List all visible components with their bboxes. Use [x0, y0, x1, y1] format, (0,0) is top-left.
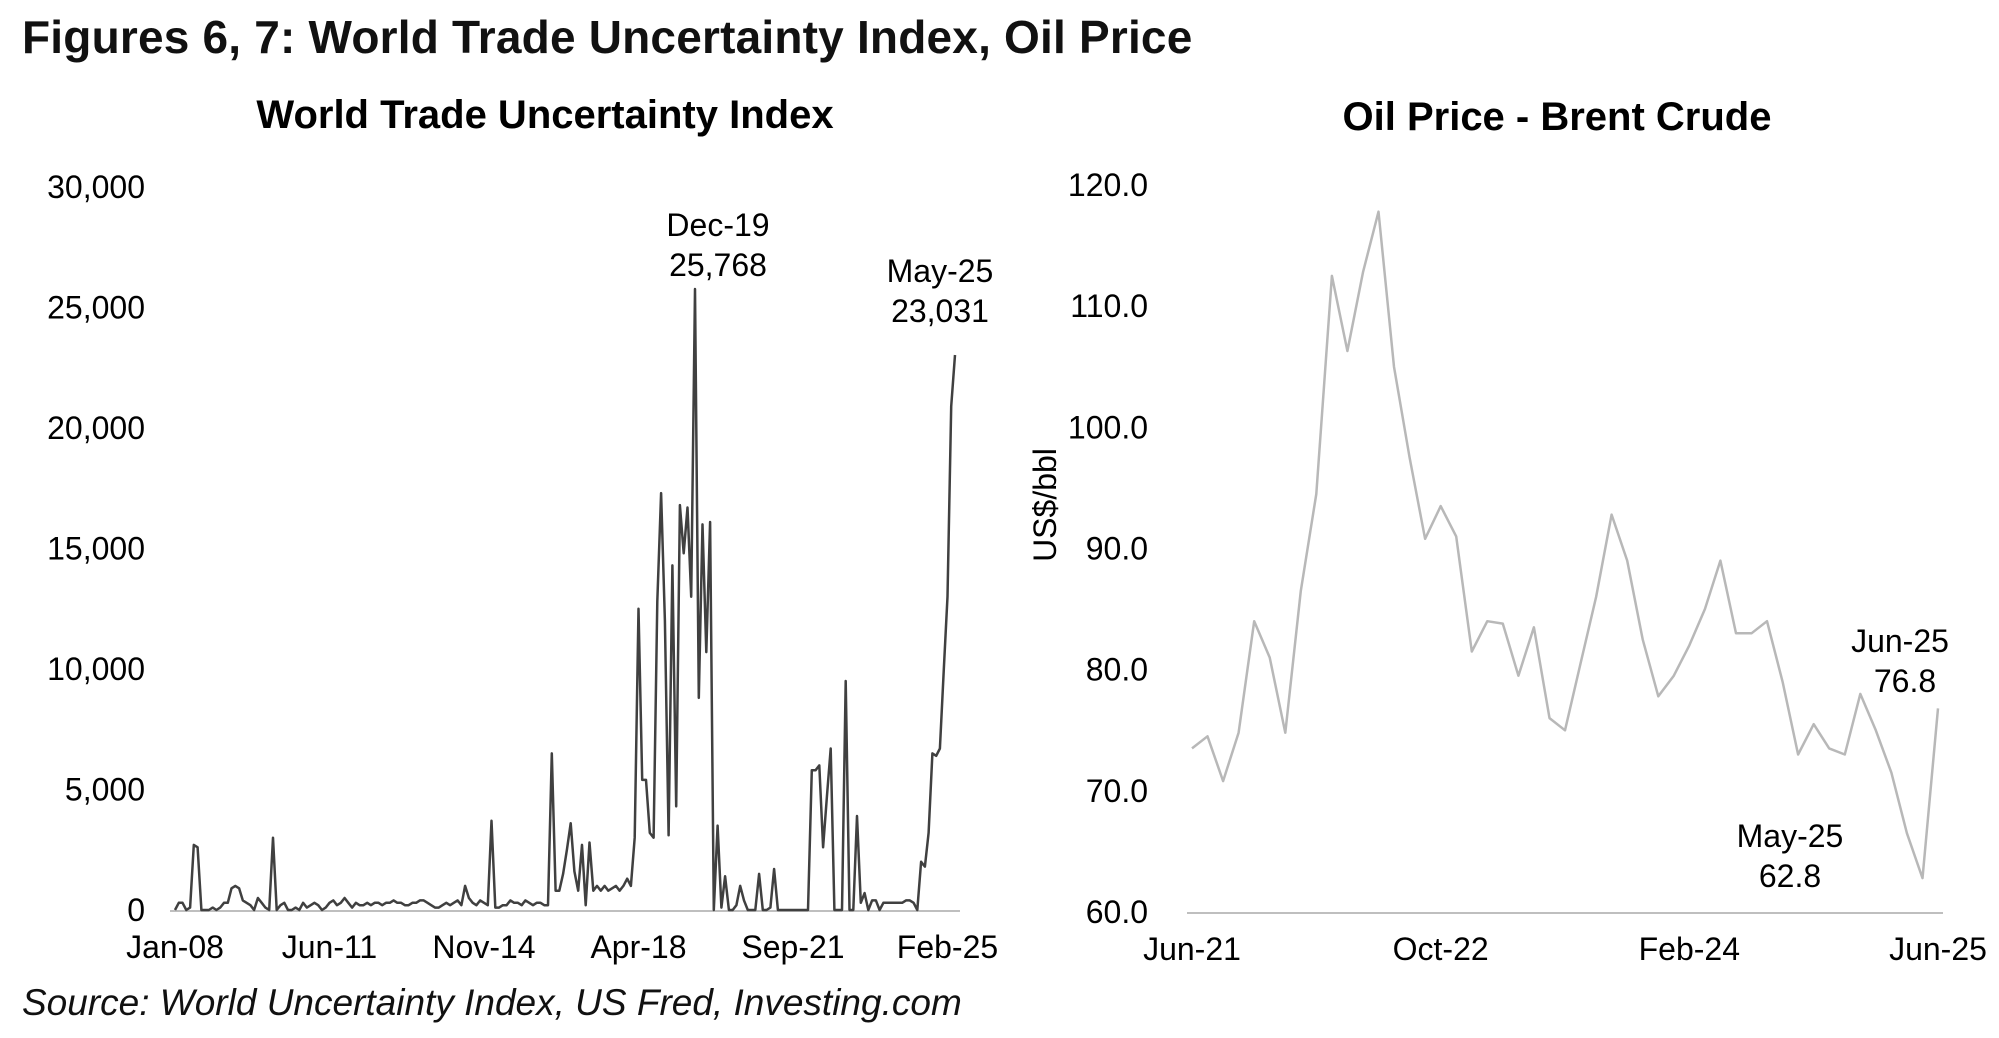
oil-y-tick-label: 60.0	[1086, 894, 1148, 930]
uncertainty-y-tick-label: 0	[127, 892, 145, 928]
uncertainty-x-tick-label: Jun-11	[282, 929, 377, 965]
uncertainty-x-axis: Jan-08 Jun-11 Nov-14 Apr-18 Sep-21 Feb-25	[126, 929, 998, 965]
oil-y-tick-label: 90.0	[1086, 531, 1148, 567]
oil-series-line	[1191, 210, 1940, 880]
oil-y-tick-label: 110.0	[1070, 288, 1148, 324]
low-oil-annotation-value: 62.8	[1759, 858, 1821, 894]
oil-y-tick-label: 70.0	[1086, 773, 1148, 809]
latest-annotation-value: 23,031	[891, 293, 989, 329]
uncertainty-x-tick-label: Sep-21	[741, 929, 844, 965]
figure-title: Figures 6, 7: World Trade Uncertainty In…	[22, 11, 1193, 63]
uncertainty-index-chart: World Trade Uncertainty Index 0 5,000 10,0…	[47, 93, 998, 965]
uncertainty-y-axis: 0 5,000 10,000 15,000 20,000 25,000 30,000	[47, 169, 145, 928]
latest-oil-annotation-date: Jun-25	[1851, 623, 1949, 659]
uncertainty-y-tick-label: 30,000	[47, 169, 145, 205]
uncertainty-y-tick-label: 20,000	[47, 410, 145, 446]
uncertainty-y-tick-label: 10,000	[47, 651, 145, 687]
uncertainty-y-tick-label: 25,000	[47, 290, 145, 326]
peak-annotation-value: 25,768	[669, 247, 767, 283]
oil-x-tick-label: Jun-25	[1889, 931, 1987, 967]
uncertainty-y-tick-label: 15,000	[47, 531, 145, 567]
uncertainty-x-tick-label: Apr-18	[590, 929, 686, 965]
uncertainty-chart-title: World Trade Uncertainty Index	[256, 93, 833, 137]
oil-y-tick-label: 100.0	[1068, 409, 1148, 445]
oil-x-tick-label: Feb-24	[1639, 931, 1740, 967]
oil-chart-title: Oil Price - Brent Crude	[1343, 95, 1772, 139]
oil-x-tick-label: Oct-22	[1393, 931, 1489, 967]
source-note: Source: World Uncertainty Index, US Fred…	[22, 982, 962, 1023]
peak-annotation-date: Dec-19	[666, 207, 769, 243]
uncertainty-x-tick-label: Nov-14	[432, 929, 535, 965]
uncertainty-x-tick-label: Jan-08	[126, 929, 224, 965]
latest-oil-annotation-value: 76.8	[1874, 663, 1936, 699]
oil-y-axis: 60.0 70.0 80.0 90.0 100.0 110.0 120.0	[1068, 167, 1148, 930]
latest-annotation-date: May-25	[887, 253, 994, 289]
oil-y-tick-label: 80.0	[1086, 652, 1148, 688]
oil-x-tick-label: Jun-21	[1143, 931, 1241, 967]
oil-y-axis-label: US$/bbl	[1027, 448, 1063, 562]
uncertainty-series-line	[173, 287, 957, 912]
uncertainty-x-tick-label: Feb-25	[897, 929, 998, 965]
oil-x-axis: Jun-21 Oct-22 Feb-24 Jun-25	[1143, 931, 1987, 967]
oil-price-chart: Oil Price - Brent Crude US$/bbl 60.0 70.0…	[1027, 95, 1987, 967]
uncertainty-y-tick-label: 5,000	[65, 772, 145, 808]
oil-y-tick-label: 120.0	[1068, 167, 1148, 203]
low-oil-annotation-date: May-25	[1737, 818, 1844, 854]
